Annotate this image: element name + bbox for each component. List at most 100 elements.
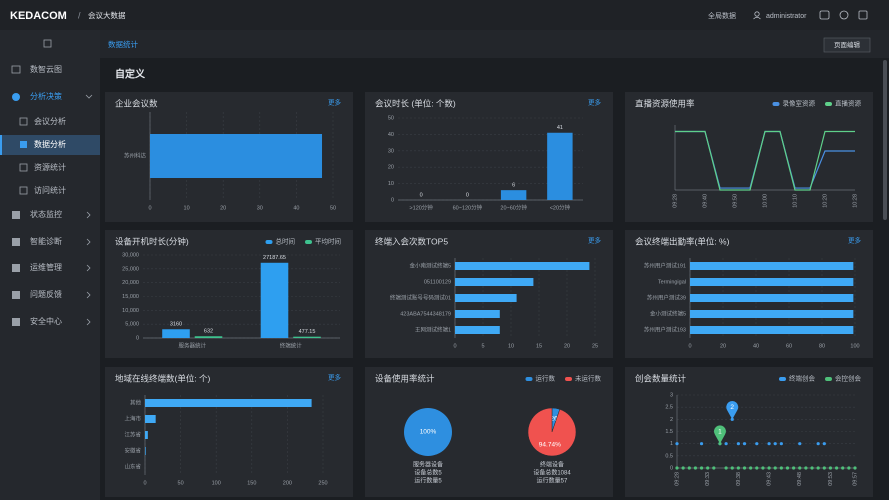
marker [699,442,704,446]
y-tick-label: 50 [388,115,394,121]
user-icon [753,16,761,20]
data-label: 27187.65 [263,255,286,261]
logo: KEDACOM [10,10,67,22]
more-link[interactable]: 更多 [848,236,862,245]
user-name[interactable]: administrator [766,13,807,20]
more-link[interactable]: 更多 [328,373,342,382]
marker [816,442,820,446]
legend-label: 终端创会 [789,374,816,383]
legend-swatch [825,102,832,106]
y-tick-label: 上海市 [124,414,141,422]
legend-label: 总时间 [276,237,296,246]
y-tick-label: 其他 [130,398,142,406]
x-tick-label: 10 [508,343,514,349]
collapse-icon[interactable] [43,39,52,48]
data-label: 3160 [170,322,182,328]
nav-item[interactable]: 智能诊断 [30,236,62,246]
marker [773,466,777,470]
logout-icon[interactable] [858,10,868,20]
panel [365,92,613,222]
x-tick-label: 150 [247,480,256,486]
y-tick-label: 江苏省 [124,430,141,438]
nav-icon [12,211,20,219]
nav-sub-item[interactable]: 会议分析 [34,116,66,126]
bar [690,326,854,334]
settings-icon[interactable] [839,10,849,20]
marker [712,466,716,470]
x-tick-label: 20~60分钟 [500,203,527,211]
y-tick-label: 山东省 [124,462,141,470]
y-tick-label: 25,000 [122,266,139,272]
bar [547,132,573,200]
data-label: 632 [204,329,213,335]
y-tick-label: 0 [670,465,673,471]
edit-button[interactable] [823,37,871,53]
marker [730,417,734,421]
expand-arrow [85,94,93,99]
marker [810,466,814,470]
section-title: 自定义 [115,68,146,81]
panel-title: 设备使用率统计 [375,373,435,383]
edit-button-label[interactable]: 页面编辑 [834,40,861,49]
nav-item[interactable]: 安全中心 [30,316,62,326]
more-link[interactable]: 更多 [588,236,602,245]
marker [834,466,839,470]
marker [822,442,826,446]
marker [730,466,734,470]
pie-caption: 运行数量5 [414,477,442,485]
x-tick-label: 25 [592,343,598,349]
nav-icon [19,186,28,195]
bar [194,336,223,338]
marker [853,466,857,470]
y-tick-label: 10 [388,181,394,187]
nav-sub-item-active[interactable]: 数据分析 [34,139,66,149]
marker [822,466,826,470]
separator: / [78,10,81,20]
nav-sub-item[interactable]: 访问统计 [34,185,66,195]
more-link[interactable]: 更多 [588,98,602,107]
pie-caption: 设备总数5 [414,469,442,477]
global-data-link[interactable]: 全局数据 [708,11,736,20]
max-pin-label: 1 [718,428,722,435]
line [675,130,855,191]
y-tick-label: 5,000 [125,322,139,328]
x-tick-label: >120分钟 [409,203,433,211]
nav-item[interactable]: 状态监控 [30,209,62,219]
marker [724,466,728,470]
y-tick-label: Termingigal [658,279,686,285]
scrollbar[interactable] [883,60,887,220]
max-pin [726,401,739,420]
legend-swatch [525,377,533,381]
marker [675,442,679,446]
more-link[interactable]: 更多 [328,98,342,107]
nav-item[interactable]: 运维管理 [30,262,62,272]
x-tick-label: 100 [850,343,859,349]
y-tick-label: 金小测试终端5 [650,309,686,317]
x-tick-label: 0 [143,480,146,486]
x-tick-label: 0 [453,343,456,349]
legend-label: 直播资源 [835,99,862,108]
marker [816,466,820,470]
y-tick-label: 2 [670,417,673,423]
screen-icon[interactable] [819,10,830,20]
nav-item[interactable]: 数智云图 [30,64,62,74]
nav-item[interactable]: 问题反馈 [30,289,62,299]
marker [798,466,802,470]
top-bar [0,0,889,30]
y-tick-label: 30 [388,148,394,154]
nav-sub-item[interactable]: 资源统计 [34,162,66,172]
bar [455,310,500,318]
y-tick-label: 20,000 [122,280,139,286]
x-tick-label: 10:28 [852,194,858,208]
marker [687,466,691,470]
nav-item-active[interactable]: 分析决策 [30,91,62,101]
marker [755,466,759,470]
y-tick-label: 20 [388,165,394,171]
marker [742,442,747,446]
panel [625,92,873,222]
nav-icon [19,163,28,172]
x-tick-label: 09:28 [674,472,680,486]
x-tick-label: 100 [212,480,221,486]
marker [841,466,845,470]
